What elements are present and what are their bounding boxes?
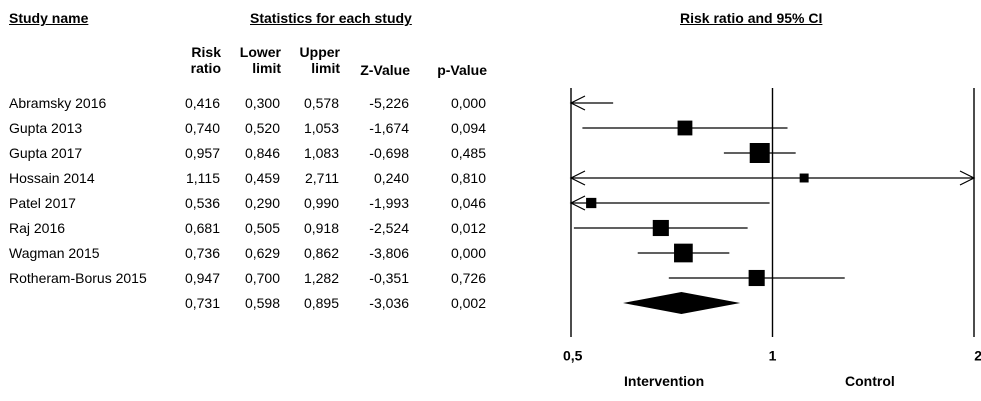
cell-upper: 0,918 xyxy=(303,220,339,236)
study-name: Gupta 2017 xyxy=(9,145,83,161)
cell-p: 0,726 xyxy=(450,270,486,286)
cell-p: 0,485 xyxy=(450,145,486,161)
point-estimate xyxy=(749,143,770,163)
cell-rr: 0,536 xyxy=(184,195,220,211)
cell-upper: 1,083 xyxy=(303,145,339,161)
study-name: Hossain 2014 xyxy=(9,170,95,186)
x-tick-label: 1 xyxy=(769,347,777,363)
cell-rr: 0,416 xyxy=(184,95,220,111)
x-tick-label: 2 xyxy=(974,347,981,363)
cell-z: -1,993 xyxy=(369,195,409,211)
point-estimate xyxy=(748,269,765,287)
cell-z: -0,698 xyxy=(369,145,409,161)
ci-arrow xyxy=(959,170,976,186)
cell-rr: 0,740 xyxy=(184,120,220,136)
point-estimate xyxy=(586,197,597,209)
cell-upper: 0,862 xyxy=(303,245,339,261)
table-row: Gupta 2017 0,957 0,846 1,083 -0,698 0,485 xyxy=(0,145,540,165)
lower-limit-header: Lower limit xyxy=(240,44,281,76)
point-estimate xyxy=(677,120,693,136)
cell-p: 0,094 xyxy=(450,120,486,136)
ci-arrow xyxy=(569,195,586,211)
cell-rr: 0,681 xyxy=(184,220,220,236)
summary-diamond xyxy=(623,292,741,314)
cell-rr: 0,957 xyxy=(184,145,220,161)
cell-z: -3,036 xyxy=(369,295,409,311)
cell-p: 0,810 xyxy=(450,170,486,186)
cell-z: -1,674 xyxy=(369,120,409,136)
study-name: Patel 2017 xyxy=(9,195,76,211)
cell-lower: 0,846 xyxy=(244,145,280,161)
cell-lower: 0,629 xyxy=(244,245,280,261)
lower-limit-header-line1: Lower xyxy=(239,44,281,60)
point-estimate xyxy=(799,173,809,183)
cell-lower: 0,505 xyxy=(244,220,280,236)
study-name: Wagman 2015 xyxy=(9,245,100,261)
risk-ratio-header-line1: Risk xyxy=(191,44,221,60)
cell-lower: 0,459 xyxy=(244,170,280,186)
ci-arrow xyxy=(569,170,586,186)
cell-z: -3,806 xyxy=(369,245,409,261)
cell-rr: 0,947 xyxy=(184,270,220,286)
cell-lower: 0,520 xyxy=(244,120,280,136)
risk-ratio-header-line2: ratio xyxy=(190,60,221,76)
cell-upper: 0,578 xyxy=(303,95,339,111)
favours-intervention-label: Intervention xyxy=(624,373,705,389)
cell-lower: 0,290 xyxy=(244,195,280,211)
point-estimate xyxy=(652,219,669,237)
x-tick-label: 0,5 xyxy=(563,347,583,363)
table-row: Abramsky 2016 0,416 0,300 0,578 -5,226 0,000 xyxy=(0,95,540,115)
z-value-header: Z-Value xyxy=(360,62,410,78)
cell-lower: 0,300 xyxy=(244,95,280,111)
upper-limit-header: Upper limit xyxy=(300,44,340,76)
cell-rr: 0,736 xyxy=(184,245,220,261)
table-row: Hossain 2014 1,115 0,459 2,711 0,240 0,810 xyxy=(0,170,540,190)
study-name-header: Study name xyxy=(9,10,89,26)
cell-lower: 0,598 xyxy=(244,295,280,311)
lower-limit-header-line2: limit xyxy=(252,60,281,76)
table-row: Wagman 2015 0,736 0,629 0,862 -3,806 0,000 xyxy=(0,245,540,265)
upper-limit-header-line2: limit xyxy=(311,60,340,76)
study-name: Raj 2016 xyxy=(9,220,66,236)
cell-p: 0,002 xyxy=(450,295,486,311)
table-row: Raj 2016 0,681 0,505 0,918 -2,524 0,012 xyxy=(0,220,540,240)
point-estimate xyxy=(674,243,693,263)
favours-control-label: Control xyxy=(845,373,895,389)
cell-p: 0,012 xyxy=(450,220,486,236)
cell-z: 0,240 xyxy=(373,170,409,186)
upper-limit-header-line1: Upper xyxy=(299,44,340,60)
table-row: Gupta 2013 0,740 0,520 1,053 -1,674 0,094 xyxy=(0,120,540,140)
table-row: Rotheram-Borus 2015 0,947 0,700 1,282 -0,351… xyxy=(0,270,540,290)
study-name: Rotheram-Borus 2015 xyxy=(9,270,147,286)
cell-rr: 0,731 xyxy=(184,295,220,311)
cell-p: 0,046 xyxy=(450,195,486,211)
p-value-header: p-Value xyxy=(437,62,487,78)
cell-rr: 1,115 xyxy=(186,170,220,186)
ci-arrow xyxy=(569,95,586,111)
cell-upper: 0,895 xyxy=(303,295,339,311)
cell-p: 0,000 xyxy=(450,245,486,261)
study-name: Abramsky 2016 xyxy=(9,95,107,111)
cell-z: -2,524 xyxy=(369,220,409,236)
cell-upper: 1,053 xyxy=(303,120,339,136)
table-row: Patel 2017 0,536 0,290 0,990 -1,993 0,046 xyxy=(0,195,540,215)
risk-ratio-header: Risk ratio xyxy=(191,44,221,76)
summary-row: 0,731 0,598 0,895 -3,036 0,002 xyxy=(0,295,540,315)
cell-p: 0,000 xyxy=(450,95,486,111)
cell-z: -0,351 xyxy=(369,270,409,286)
cell-upper: 0,990 xyxy=(303,195,339,211)
cell-lower: 0,700 xyxy=(244,270,280,286)
cell-upper: 1,282 xyxy=(303,270,339,286)
plot-header: Risk ratio and 95% CI xyxy=(680,10,823,26)
statistics-header: Statistics for each study xyxy=(250,10,412,26)
cell-upper: 2,711 xyxy=(305,170,339,186)
cell-z: -5,226 xyxy=(369,95,409,111)
study-name: Gupta 2013 xyxy=(9,120,83,136)
